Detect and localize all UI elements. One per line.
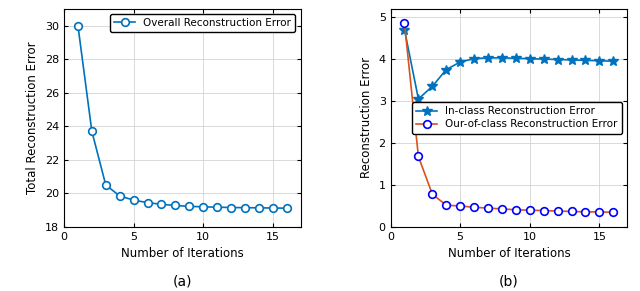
In-class Reconstruction Error: [582, 58, 589, 62]
In-class Reconstruction Error: [526, 57, 534, 61]
Our-of-class Reconstruction Error: [582, 210, 589, 214]
Overall Reconstruction Error: [199, 205, 207, 209]
In-class Reconstruction Error: [554, 58, 561, 61]
Overall Reconstruction Error: [241, 206, 249, 210]
Overall Reconstruction Error: [213, 205, 221, 209]
X-axis label: Number of Iterations: Number of Iterations: [121, 247, 244, 260]
Y-axis label: Reconstruction Error: Reconstruction Error: [360, 57, 373, 178]
Overall Reconstruction Error: [88, 129, 95, 133]
Y-axis label: Total Reconstruction Error: Total Reconstruction Error: [26, 42, 39, 194]
Our-of-class Reconstruction Error: [401, 22, 408, 25]
Our-of-class Reconstruction Error: [484, 206, 492, 210]
Our-of-class Reconstruction Error: [554, 209, 561, 213]
Overall Reconstruction Error: [116, 194, 124, 198]
Overall Reconstruction Error: [283, 206, 291, 210]
In-class Reconstruction Error: [442, 68, 450, 71]
Line: Our-of-class Reconstruction Error: Our-of-class Reconstruction Error: [401, 19, 617, 216]
In-class Reconstruction Error: [415, 97, 422, 101]
In-class Reconstruction Error: [401, 28, 408, 31]
Overall Reconstruction Error: [143, 201, 151, 204]
In-class Reconstruction Error: [568, 58, 575, 62]
Line: Overall Reconstruction Error: Overall Reconstruction Error: [74, 22, 291, 212]
Our-of-class Reconstruction Error: [415, 155, 422, 158]
In-class Reconstruction Error: [484, 56, 492, 60]
Our-of-class Reconstruction Error: [498, 207, 506, 211]
Overall Reconstruction Error: [102, 183, 109, 187]
Legend: Overall Reconstruction Error: Overall Reconstruction Error: [110, 14, 296, 32]
In-class Reconstruction Error: [512, 56, 520, 60]
Our-of-class Reconstruction Error: [596, 210, 604, 214]
Our-of-class Reconstruction Error: [442, 203, 450, 207]
Our-of-class Reconstruction Error: [540, 209, 548, 212]
Legend: In-class Reconstruction Error, Our-of-class Reconstruction Error: In-class Reconstruction Error, Our-of-cl…: [412, 102, 622, 134]
Our-of-class Reconstruction Error: [526, 208, 534, 212]
In-class Reconstruction Error: [429, 85, 436, 88]
X-axis label: Number of Iterations: Number of Iterations: [447, 247, 570, 260]
In-class Reconstruction Error: [456, 60, 464, 64]
Line: In-class Reconstruction Error: In-class Reconstruction Error: [399, 25, 618, 104]
Our-of-class Reconstruction Error: [456, 204, 464, 208]
Our-of-class Reconstruction Error: [512, 208, 520, 212]
In-class Reconstruction Error: [498, 56, 506, 60]
Our-of-class Reconstruction Error: [609, 211, 617, 214]
Text: (b): (b): [499, 275, 519, 289]
Our-of-class Reconstruction Error: [568, 210, 575, 213]
Our-of-class Reconstruction Error: [429, 193, 436, 196]
Overall Reconstruction Error: [130, 198, 138, 202]
Overall Reconstruction Error: [157, 203, 165, 206]
In-class Reconstruction Error: [596, 59, 604, 63]
In-class Reconstruction Error: [540, 57, 548, 61]
In-class Reconstruction Error: [609, 59, 617, 63]
Overall Reconstruction Error: [227, 206, 235, 209]
Overall Reconstruction Error: [269, 206, 276, 210]
Our-of-class Reconstruction Error: [470, 205, 478, 209]
Overall Reconstruction Error: [255, 206, 262, 210]
Overall Reconstruction Error: [74, 24, 82, 27]
Text: (a): (a): [173, 275, 192, 289]
In-class Reconstruction Error: [470, 57, 478, 61]
Overall Reconstruction Error: [186, 205, 193, 208]
Overall Reconstruction Error: [172, 204, 179, 207]
